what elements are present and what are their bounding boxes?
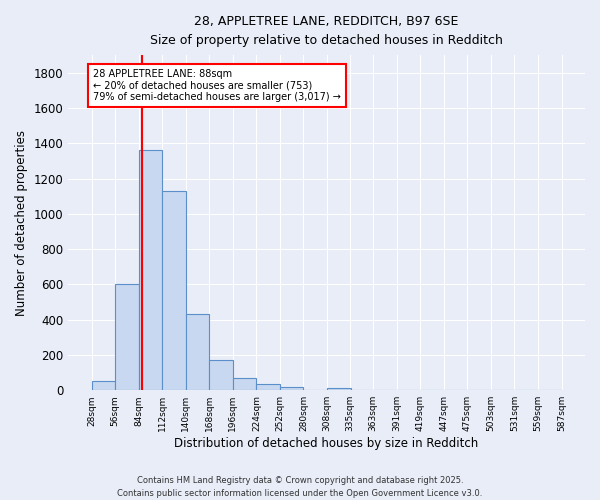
Bar [209,360,233,390]
Title: 28, APPLETREE LANE, REDDITCH, B97 6SE
Size of property relative to detached hous: 28, APPLETREE LANE, REDDITCH, B97 6SE Si… [150,15,503,47]
Bar [233,378,256,390]
Text: 28 APPLETREE LANE: 88sqm
← 20% of detached houses are smaller (753)
79% of semi-: 28 APPLETREE LANE: 88sqm ← 20% of detach… [94,69,341,102]
Bar [280,386,304,390]
Bar [186,314,209,390]
Bar [139,150,162,390]
Y-axis label: Number of detached properties: Number of detached properties [15,130,28,316]
Bar [115,284,139,390]
Text: Contains HM Land Registry data © Crown copyright and database right 2025.
Contai: Contains HM Land Registry data © Crown c… [118,476,482,498]
Bar [256,384,280,390]
X-axis label: Distribution of detached houses by size in Redditch: Distribution of detached houses by size … [175,437,479,450]
Bar [327,388,350,390]
Bar [162,191,186,390]
Bar [92,380,115,390]
